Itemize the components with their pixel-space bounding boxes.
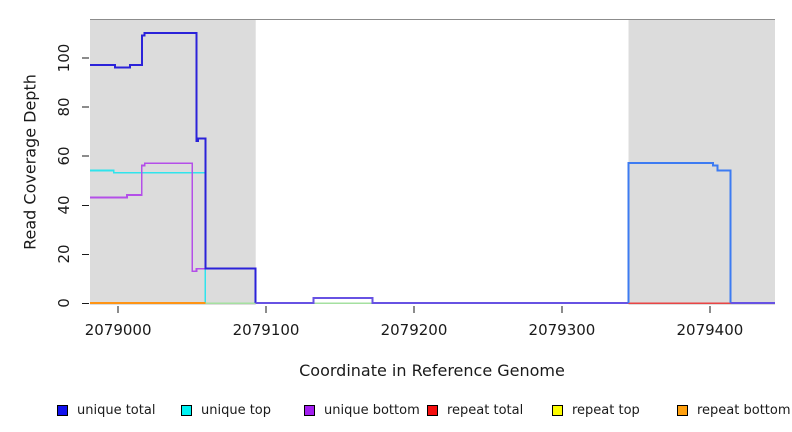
legend-entry-unique-top: unique top bbox=[181, 401, 271, 419]
y-axis-title: Read Coverage Depth bbox=[20, 74, 40, 250]
y-tick-label: 40 bbox=[55, 195, 73, 215]
plot-legend: unique total unique top unique bottom repea… bbox=[0, 401, 792, 421]
unique-bottom-line bbox=[90, 162, 257, 303]
unique-total-left bbox=[90, 32, 257, 303]
legend-entry-repeat-top: repeat top bbox=[552, 401, 640, 419]
x-tick-label: 2079200 bbox=[380, 321, 448, 339]
y-tick-label: 60 bbox=[55, 146, 73, 166]
legend-entry-repeat-total: repeat total bbox=[427, 401, 523, 419]
x-tick-label: 2079400 bbox=[676, 321, 744, 339]
unique-total-mid bbox=[255, 297, 629, 304]
y-tick-label: 20 bbox=[55, 244, 73, 264]
legend-swatch-repeat-top bbox=[552, 404, 563, 416]
legend-label: repeat total bbox=[447, 402, 524, 418]
x-axis-title: Coordinate in Reference Genome bbox=[299, 361, 565, 380]
legend-label: unique top bbox=[201, 402, 272, 418]
y-tick-label: 80 bbox=[55, 97, 73, 117]
x-tick-label: 2079300 bbox=[528, 321, 596, 339]
legend-swatch-unique-bottom bbox=[304, 404, 315, 416]
legend-swatch-repeat-bottom bbox=[677, 404, 688, 416]
legend-label: repeat bottom bbox=[697, 402, 791, 418]
legend-label: repeat top bbox=[572, 402, 640, 418]
unique-total-right bbox=[627, 162, 732, 303]
legend-swatch-unique-top bbox=[181, 404, 192, 416]
y-tick-label: 0 bbox=[55, 298, 73, 308]
left-repeat-region bbox=[90, 19, 256, 305]
legend-label: unique bottom bbox=[324, 402, 420, 418]
legend-entry-repeat-bottom: repeat bottom bbox=[677, 401, 791, 419]
legend-swatch-repeat-total bbox=[427, 404, 438, 416]
x-tick-label: 2079000 bbox=[84, 321, 152, 339]
legend-swatch-unique-total bbox=[57, 404, 68, 416]
legend-label: unique total bbox=[77, 402, 156, 418]
legend-entry-unique-bottom: unique bottom bbox=[304, 401, 420, 419]
right-repeat-region bbox=[628, 19, 775, 305]
y-tick-label: 100 bbox=[55, 43, 73, 72]
legend-entry-unique-total: unique total bbox=[57, 401, 155, 419]
x-tick-label: 2079100 bbox=[232, 321, 300, 339]
